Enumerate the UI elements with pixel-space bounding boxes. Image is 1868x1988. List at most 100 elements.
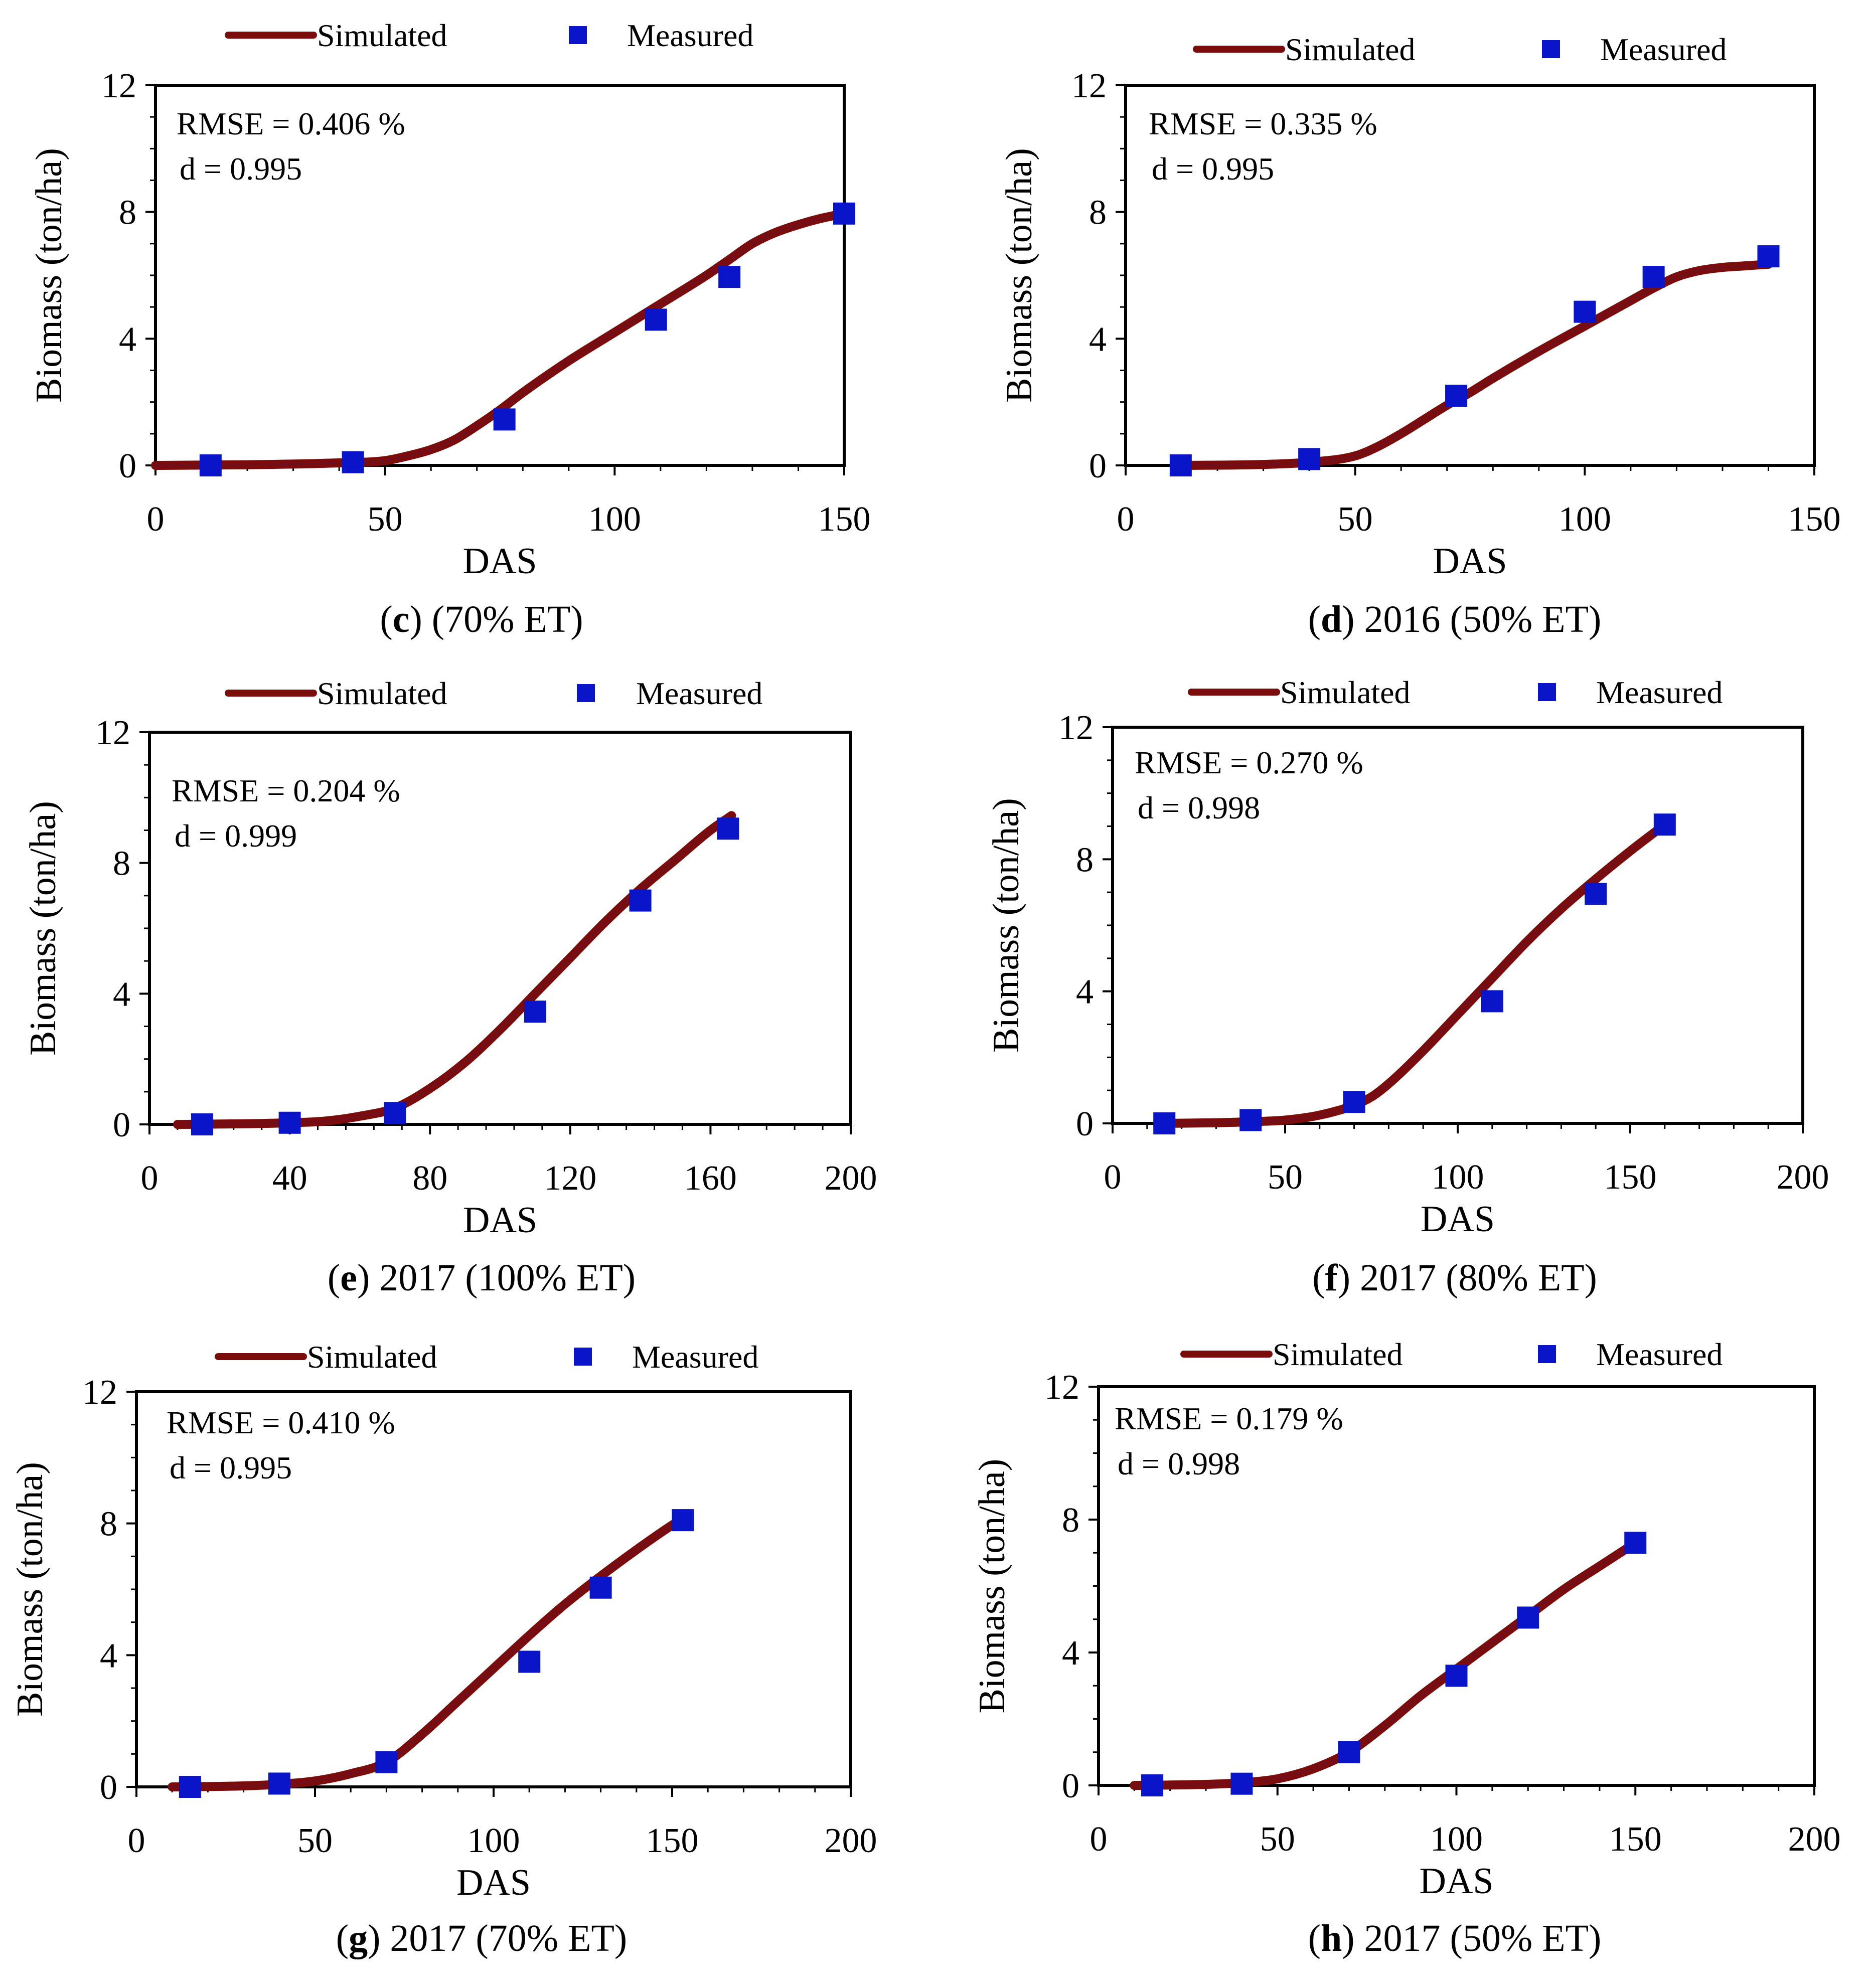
measured-point	[493, 408, 516, 431]
x-tick-label: 50	[1268, 1158, 1303, 1197]
measured-point	[1585, 883, 1607, 905]
legend-measured-label: Measured	[627, 18, 753, 53]
legend-measured-label: Measured	[1596, 1337, 1723, 1372]
measured-point	[1153, 1112, 1176, 1134]
measured-point	[518, 1650, 541, 1673]
measured-point	[179, 1776, 201, 1798]
measured-point	[191, 1113, 213, 1135]
y-tick-label: 0	[1076, 1105, 1094, 1143]
measured-point	[1343, 1091, 1365, 1113]
x-tick-label: 200	[1777, 1158, 1829, 1197]
measured-point	[1653, 813, 1676, 836]
y-tick-label: 12	[101, 67, 136, 105]
y-tick-label: 0	[113, 1106, 130, 1144]
measured-point	[1230, 1772, 1253, 1795]
legend-measured-label: Measured	[636, 676, 762, 711]
y-tick-label: 12	[82, 1373, 117, 1412]
y-tick-label: 0	[100, 1768, 117, 1807]
x-tick-label: 100	[1432, 1158, 1484, 1197]
panel-caption: (c) (70% ET)	[380, 598, 583, 640]
measured-point	[1445, 1665, 1468, 1687]
measured-point	[1624, 1532, 1647, 1554]
x-tick-label: 0	[128, 1821, 145, 1860]
measured-point	[1517, 1606, 1539, 1629]
x-tick-label: 80	[412, 1159, 447, 1198]
x-tick-label: 150	[818, 500, 871, 539]
x-axis-label: DAS	[1433, 541, 1507, 582]
simulated-series-hatch	[172, 1518, 684, 1788]
measured-point	[375, 1751, 398, 1773]
legend-measured-label: Measured	[1596, 675, 1723, 710]
x-tick-label: 150	[646, 1821, 699, 1860]
d-annotation: d = 0.998	[1118, 1446, 1240, 1481]
x-axis-label: DAS	[1419, 1861, 1493, 1902]
d-annotation: d = 0.995	[170, 1450, 292, 1485]
chart-panel-c: 0 4 8 12 0 50 100 150 DAS Biomass (ton/ha) RMSE = …	[29, 18, 871, 640]
legend-measured-swatch	[569, 26, 587, 44]
y-axis-label: Biomass (ton/ha)	[10, 1462, 51, 1717]
x-tick-label: 160	[684, 1159, 737, 1198]
measured-point	[268, 1772, 290, 1795]
y-tick-label: 0	[119, 447, 136, 485]
rmse-annotation: RMSE = 0.406 %	[177, 106, 405, 141]
y-tick-label: 8	[113, 845, 130, 883]
y-tick-label: 0	[1089, 447, 1107, 485]
legend: Simulated Measured	[1180, 1337, 1723, 1372]
chart-panel-g: 0 4 8 12 0 50 100 150 200 DAS Biomass (ton/ha) RMSE…	[10, 1339, 877, 1959]
measured-point	[1481, 990, 1503, 1013]
legend: Simulated Measured	[1188, 675, 1723, 710]
legend-measured-swatch	[1538, 683, 1556, 701]
x-tick-label: 100	[468, 1821, 520, 1860]
y-tick-label: 12	[1044, 1368, 1079, 1407]
panel-caption: (d) 2016 (50% ET)	[1308, 598, 1602, 640]
measured-point	[1757, 245, 1780, 268]
x-tick-label: 200	[825, 1821, 877, 1860]
legend: Simulated Measured	[215, 1339, 758, 1375]
y-axis-label: Biomass (ton/ha)	[23, 801, 64, 1056]
measured-point	[1169, 454, 1192, 476]
x-tick-label: 200	[1788, 1820, 1841, 1859]
x-tick-label: 50	[1260, 1820, 1295, 1859]
measured-point	[1141, 1774, 1164, 1796]
rmse-annotation: RMSE = 0.179 %	[1115, 1401, 1343, 1436]
legend-simulated-label: Simulated	[317, 676, 447, 711]
x-axis-label: DAS	[462, 541, 537, 582]
simulated-series-line	[168, 1514, 688, 1791]
measured-point	[278, 1111, 301, 1134]
y-tick-label: 12	[1071, 67, 1107, 105]
x-tick-label: 0	[1104, 1158, 1122, 1197]
simulated-series-hatch	[177, 814, 732, 1125]
y-axis-label: Biomass (ton/ha)	[972, 1459, 1013, 1714]
y-tick-label: 8	[1062, 1501, 1079, 1540]
x-tick-label: 0	[141, 1159, 159, 1198]
rmse-annotation: RMSE = 0.410 %	[167, 1405, 395, 1440]
x-tick-label: 0	[147, 500, 165, 539]
measured-point	[1239, 1109, 1262, 1131]
x-tick-label: 40	[272, 1159, 307, 1198]
simulated-series-line	[1130, 1538, 1640, 1790]
simulated-series-hatch	[1180, 263, 1769, 466]
simulated-series-line	[1176, 259, 1773, 470]
chart-panel-d: 0 4 8 12 0 50 100 150 DAS Biomass (ton/ha) RMSE = …	[999, 32, 1841, 640]
measured-point	[589, 1576, 612, 1599]
y-axis-label: Biomass (ton/ha)	[29, 148, 70, 403]
simulated-series-line	[1160, 820, 1669, 1128]
y-tick-label: 8	[119, 194, 136, 232]
x-tick-label: 150	[1609, 1820, 1662, 1859]
legend: Simulated Measured	[225, 676, 762, 711]
legend-simulated-label: Simulated	[1285, 32, 1416, 67]
measured-point	[384, 1102, 406, 1124]
y-axis-label: Biomass (ton/ha)	[999, 148, 1040, 403]
x-tick-label: 120	[544, 1159, 596, 1198]
x-tick-label: 100	[1559, 500, 1611, 539]
y-tick-label: 12	[95, 714, 130, 752]
simulated-series-hatch	[1164, 824, 1665, 1124]
y-tick-label: 4	[119, 320, 136, 359]
y-tick-label: 4	[1076, 973, 1094, 1012]
rmse-annotation: RMSE = 0.335 %	[1149, 106, 1377, 141]
d-annotation: d = 0.995	[1152, 151, 1274, 187]
legend-measured-swatch	[1538, 1345, 1556, 1363]
legend-simulated-label: Simulated	[1280, 675, 1411, 710]
measured-point	[1574, 300, 1596, 323]
